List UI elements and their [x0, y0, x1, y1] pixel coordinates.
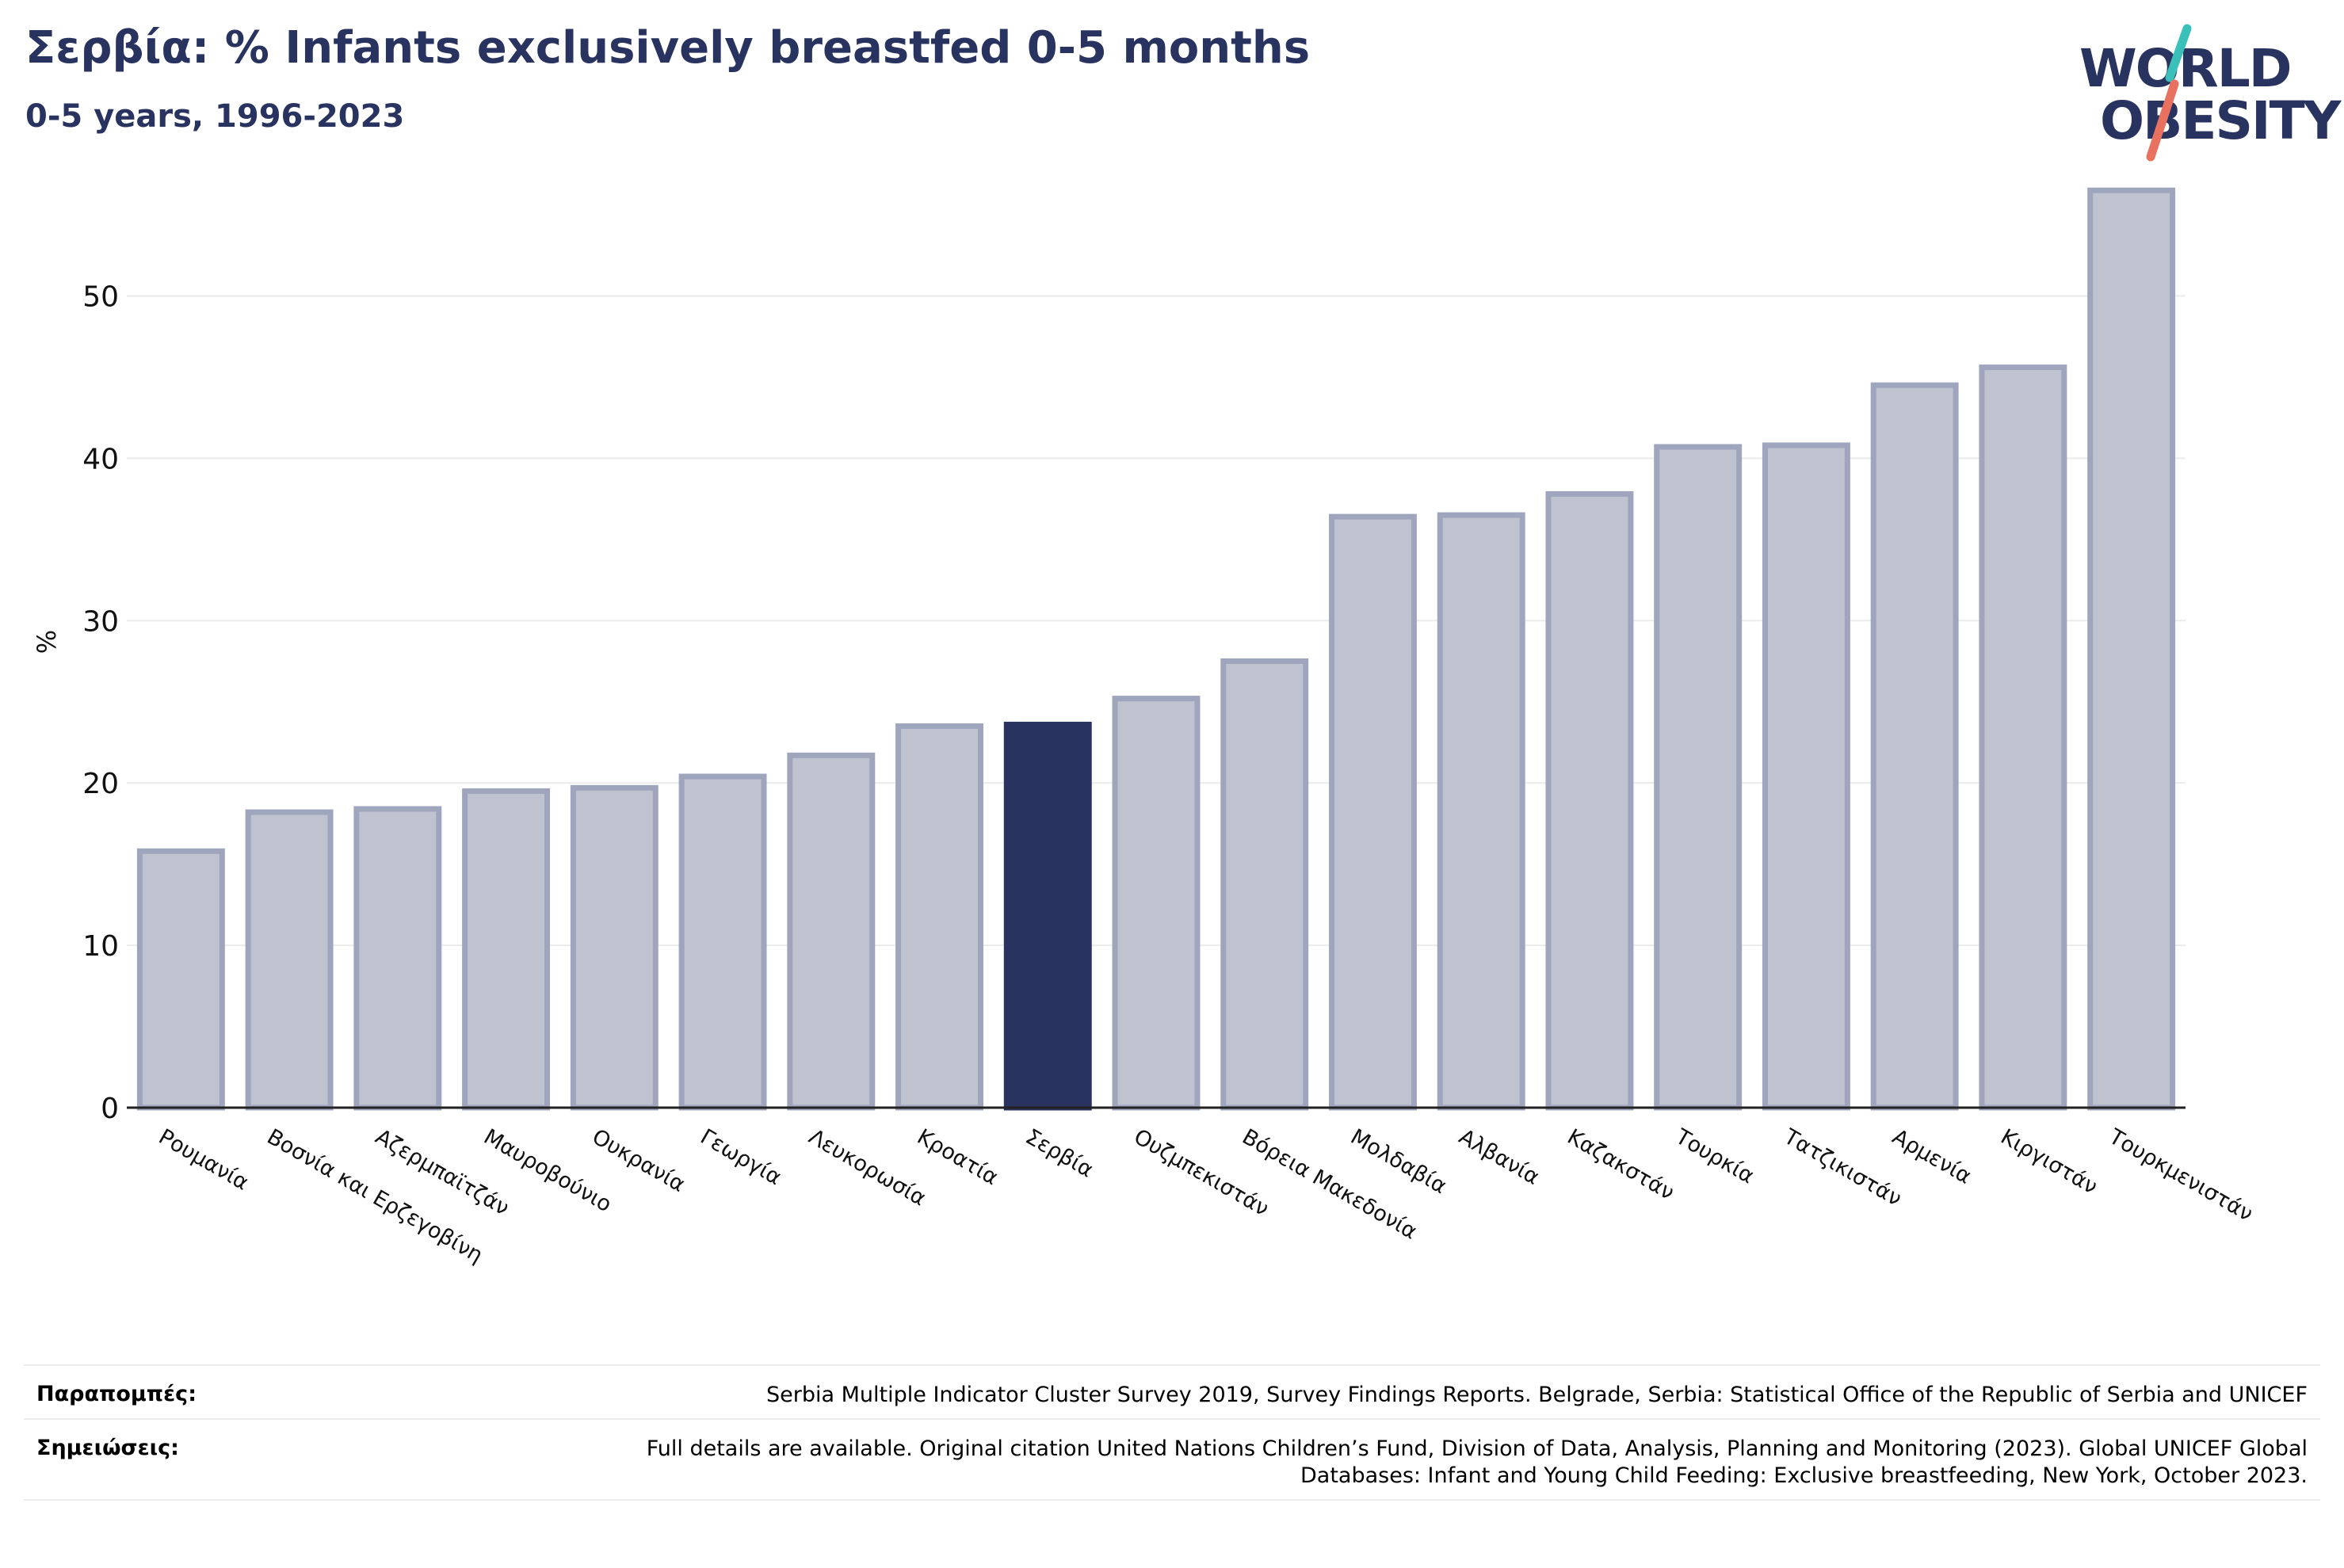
bar-8: [895, 723, 983, 1111]
bar-17: [1870, 382, 1959, 1111]
x-tick-label: Σερβία: [1021, 1124, 1098, 1182]
x-tick-label: Γεωργία: [697, 1124, 786, 1190]
bar-11: [1220, 658, 1309, 1111]
bar-4: [462, 788, 551, 1111]
references-text: Serbia Multiple Indicator Cluster Survey…: [766, 1383, 2308, 1407]
y-tick-label: 20: [82, 768, 119, 800]
x-tick-label: Αλβανία: [1455, 1124, 1544, 1190]
bar-6: [678, 773, 767, 1111]
x-tick-label: Λευκορωσία: [804, 1124, 930, 1211]
x-tick-label: Τουρκία: [1670, 1124, 1758, 1189]
notes-text: Full details are available. Original cit…: [646, 1436, 2308, 1488]
x-tick-label: Κροατία: [913, 1124, 1002, 1190]
y-tick-label: 50: [82, 280, 119, 313]
bar-13: [1437, 512, 1525, 1111]
world-obesity-logo: WORLD OBESITY: [2068, 22, 2341, 165]
bar-3: [353, 806, 442, 1111]
chart-footer: Παραπομπές: Serbia Multiple Indicator Cl…: [24, 1364, 2320, 1501]
logo-word-world: WORLD: [2079, 38, 2292, 99]
chart-title: Σερβία: % Infants exclusively breastfed …: [25, 22, 1311, 74]
x-tick-label: Τατζικιστάν: [1779, 1124, 1906, 1211]
references-row: Παραπομπές: Serbia Multiple Indicator Cl…: [24, 1364, 2320, 1418]
bar-15: [1654, 444, 1743, 1111]
bar-19: [2087, 187, 2176, 1111]
bar-10: [1112, 696, 1201, 1111]
bar-5: [570, 784, 659, 1111]
notes-row: Σημειώσεις: Full details are available. …: [24, 1418, 2320, 1501]
x-tick-label: Ουκρανία: [588, 1124, 689, 1197]
notes-label: Σημειώσεις:: [36, 1436, 179, 1460]
logo-slash-icon: [2146, 24, 2192, 162]
bar-1: [136, 848, 225, 1111]
logo-word-obesity: OBESITY: [2100, 90, 2341, 151]
x-tick-label: Μολδαβία: [1346, 1124, 1451, 1199]
chart-subtitle: 0-5 years, 1996-2023: [25, 98, 405, 135]
bar-16: [1762, 442, 1850, 1111]
references-label: Παραπομπές:: [36, 1382, 197, 1406]
x-tick-label: Ρουμανία: [155, 1124, 253, 1196]
y-tick-label: 0: [101, 1093, 119, 1125]
x-axis-ticks: Ρουμανία Βοσνία και ΕρζεγοβίνηΑζερμπαϊτζά…: [155, 1124, 2257, 1269]
x-tick-label: Καζακστάν: [1563, 1124, 1678, 1205]
x-tick-label: Βόρεια Μακεδονία: [1238, 1124, 1421, 1244]
bar-14: [1545, 490, 1634, 1111]
bar-7: [787, 752, 876, 1111]
y-tick-label: 10: [82, 930, 119, 963]
y-tick-label: 40: [82, 443, 119, 475]
bar-chart: 0 10 20 30 40 50 Ρουμανία Βοσνία και Ερζεγοβίν…: [32, 187, 2257, 1269]
bar-9: [1003, 721, 1092, 1111]
x-tick-label: Αρμενία: [1888, 1124, 1976, 1189]
x-tick-label: Τουρκμενιστάν: [2104, 1124, 2257, 1227]
bar-2: [245, 809, 334, 1111]
y-axis-label: %: [32, 630, 62, 654]
bar-18: [1979, 364, 2067, 1111]
x-tick-label: Κιργιστάν: [1996, 1124, 2102, 1200]
y-tick-label: 30: [82, 605, 119, 638]
y-axis-ticks: 0 10 20 30 40 50: [82, 280, 119, 1125]
bars: [136, 187, 2176, 1111]
bar-12: [1329, 513, 1417, 1111]
